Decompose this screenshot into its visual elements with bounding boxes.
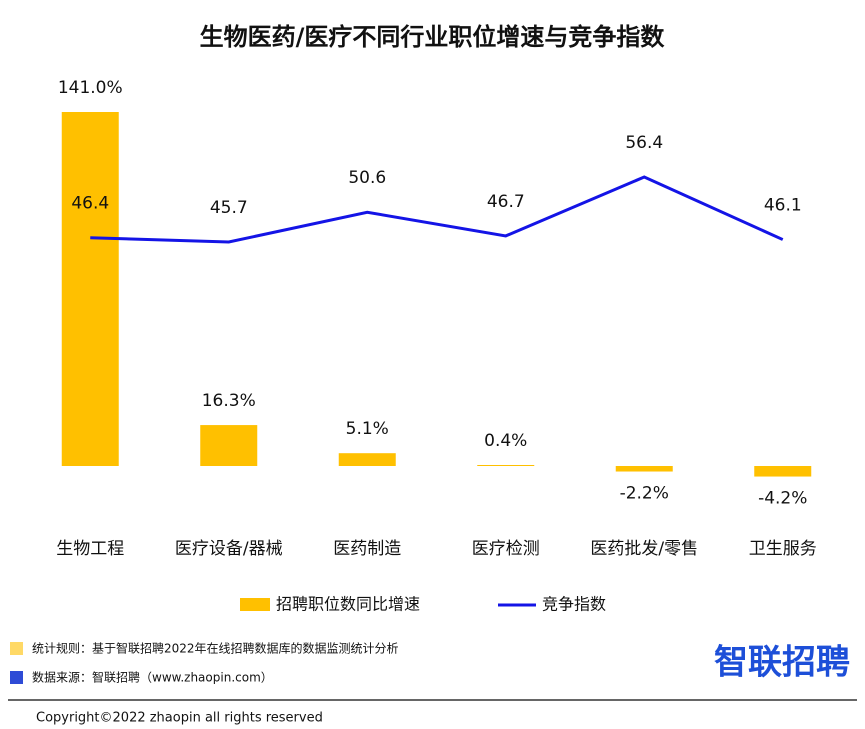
data-label: -4.2% xyxy=(758,489,807,509)
copyright: Copyright©2022 zhaopin all rights reserv… xyxy=(36,711,323,726)
logo: 智联招聘 xyxy=(714,643,850,683)
bar xyxy=(61,112,119,466)
legend-swatch xyxy=(240,598,270,611)
legend-label: 招聘职位数同比增速 xyxy=(276,595,420,614)
note-icon xyxy=(10,671,23,684)
note: 统计规则：基于智联招聘2022年在线招聘数据库的数据监测统计分析 xyxy=(32,641,399,656)
data-label: -2.2% xyxy=(620,484,669,504)
data-label: 0.4% xyxy=(484,431,527,451)
data-label: 141.0% xyxy=(58,78,123,98)
line xyxy=(90,175,784,244)
x-tick-label: 医疗设备/器械 xyxy=(175,539,283,559)
data-label: 46.1 xyxy=(764,196,802,216)
data-label: 46.4 xyxy=(71,194,109,214)
x-tick-label: 卫生服务 xyxy=(749,539,817,559)
data-label: 46.7 xyxy=(487,192,525,212)
note-icon xyxy=(10,642,23,655)
bar xyxy=(477,464,535,466)
data-label: 45.7 xyxy=(210,198,248,218)
x-tick-label: 生物工程 xyxy=(56,539,124,559)
bar xyxy=(615,466,673,472)
data-label: 5.1% xyxy=(346,419,389,439)
data-label: 50.6 xyxy=(348,168,386,188)
note: 数据来源：智联招聘（www.zhaopin.com） xyxy=(32,670,273,685)
legend-label: 竞争指数 xyxy=(542,595,606,614)
x-tick-label: 医疗检测 xyxy=(472,539,540,559)
data-label: 56.4 xyxy=(625,133,663,153)
data-label: 16.3% xyxy=(202,391,256,411)
x-tick-label: 医药制造 xyxy=(333,539,401,559)
bar xyxy=(200,425,258,466)
chart-title: 生物医药/医疗不同行业职位增速与竞争指数 xyxy=(200,23,666,51)
bar xyxy=(338,453,396,466)
x-tick-label: 医药批发/零售 xyxy=(590,539,698,559)
bar xyxy=(754,466,812,477)
